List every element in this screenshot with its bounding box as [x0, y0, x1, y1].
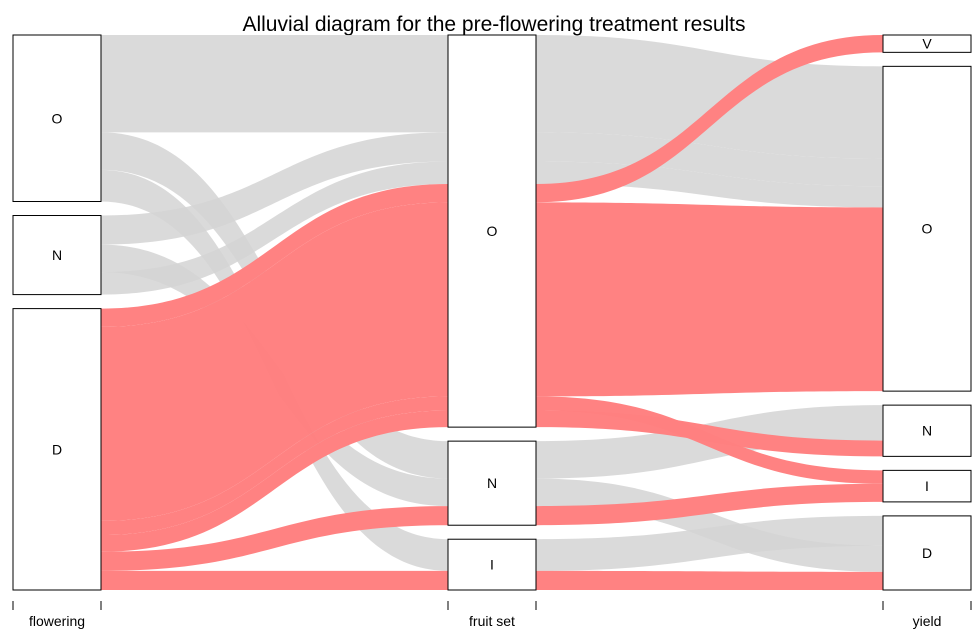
node-label: V	[922, 36, 932, 52]
node-label: N	[52, 247, 62, 263]
chart-title: Alluvial diagram for the pre-flowering t…	[242, 13, 745, 36]
node-box	[447, 34, 537, 428]
node-layer: O N D O N I V O N I D	[12, 34, 972, 591]
node-fruit-set-o: O	[447, 34, 537, 428]
flow-d-o-v	[101, 35, 883, 327]
node-box	[447, 538, 537, 591]
node-box	[882, 469, 972, 503]
node-fruit-set-n: N	[447, 440, 537, 526]
axis-layer: flowering fruit set yield	[12, 601, 972, 629]
axis-label-flowering: flowering	[29, 613, 85, 629]
node-box	[882, 515, 972, 591]
axis-label-yield: yield	[913, 613, 942, 629]
node-yield-o: O	[882, 65, 972, 392]
flow-d-o-n	[101, 410, 883, 552]
node-label: D	[922, 545, 932, 561]
node-flowering-n: N	[12, 215, 102, 296]
node-yield-i: I	[882, 469, 972, 503]
node-yield-n: N	[882, 404, 972, 457]
node-box	[12, 215, 102, 296]
node-yield-d: D	[882, 515, 972, 591]
node-box	[882, 34, 972, 53]
node-flowering-d: D	[12, 308, 102, 591]
node-box	[12, 308, 102, 591]
node-label: N	[922, 423, 932, 439]
node-label: I	[490, 557, 494, 573]
flow-d-n-i	[101, 483, 883, 571]
flow-o-n-n	[101, 132, 883, 479]
node-label: O	[52, 110, 63, 126]
node-label: D	[52, 441, 62, 457]
node-label: I	[925, 478, 929, 494]
node-fruit-set-i: I	[447, 538, 537, 591]
node-flowering-o: O	[12, 34, 102, 203]
flow-n-o-o	[101, 132, 883, 245]
node-label: N	[487, 475, 497, 491]
flow-n-o-o	[101, 161, 883, 295]
node-box	[12, 34, 102, 203]
node-yield-v: V	[882, 34, 972, 53]
axis-label-fruit-set: fruit set	[469, 613, 515, 629]
node-label: O	[487, 223, 498, 239]
node-label: O	[922, 221, 933, 237]
node-box	[447, 440, 537, 526]
node-box	[882, 404, 972, 457]
node-box	[882, 65, 972, 392]
